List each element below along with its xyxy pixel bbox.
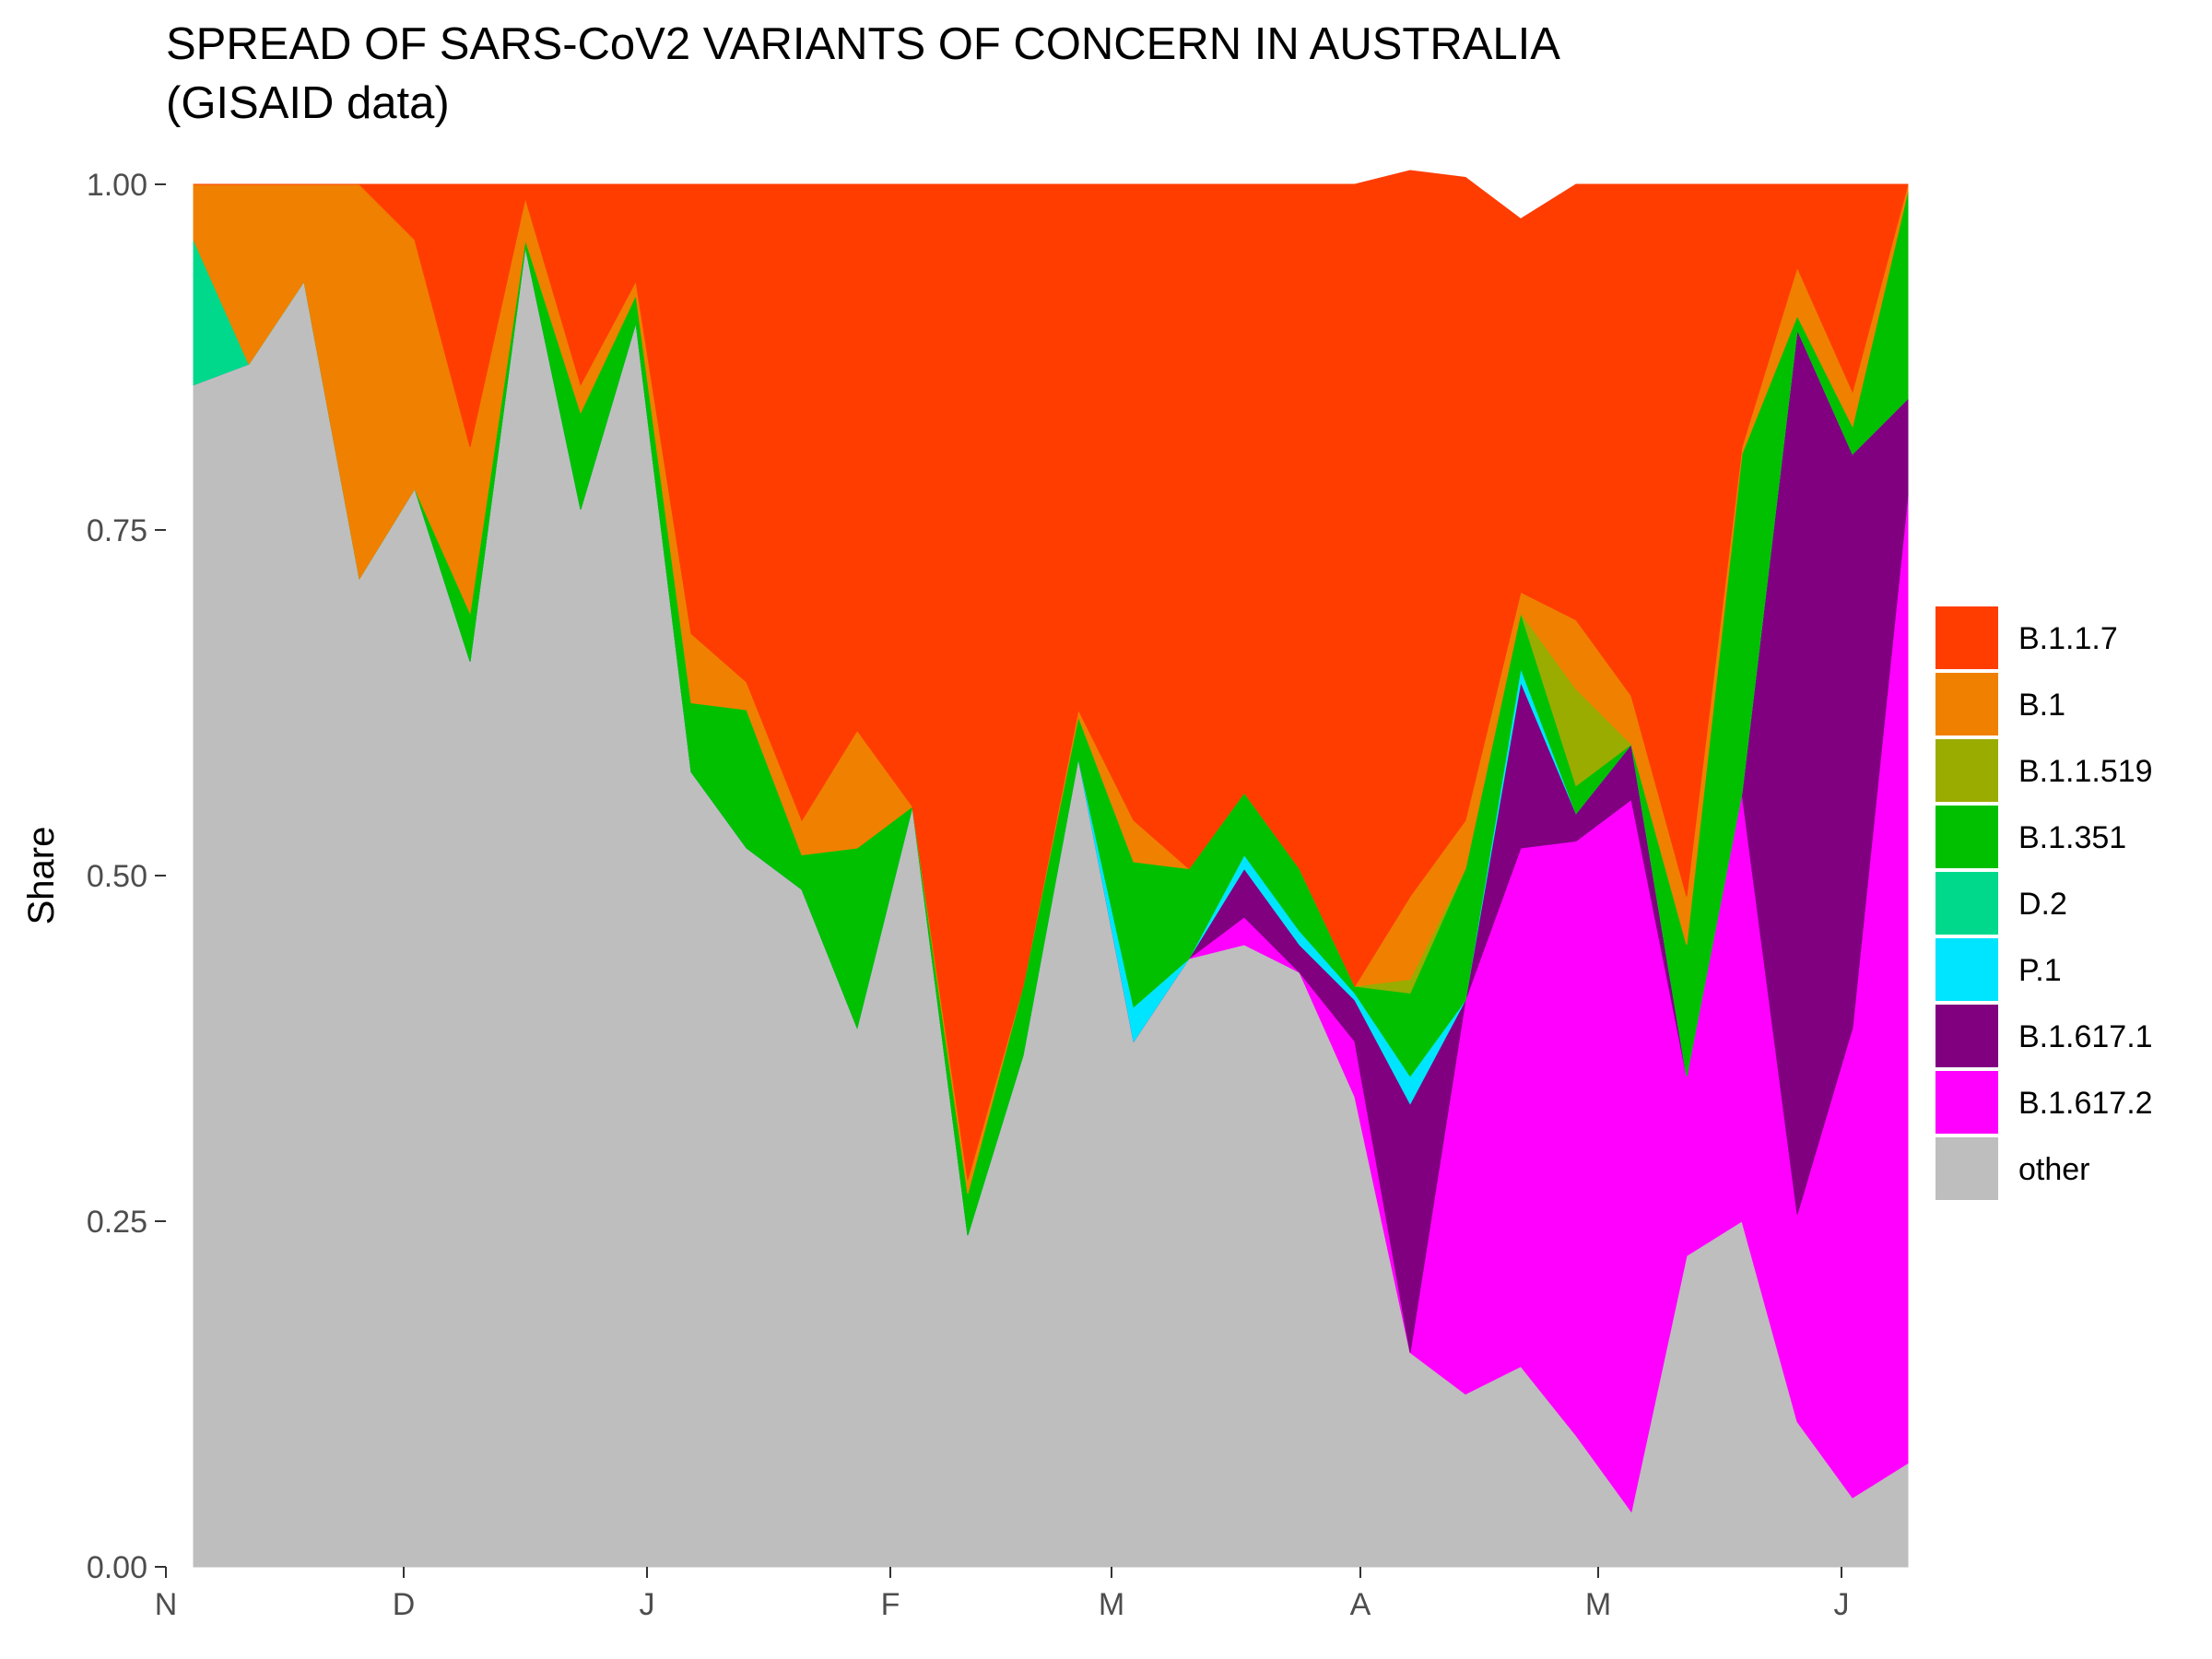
legend-key-b-1-1-7 (1936, 606, 1998, 669)
legend-label-b-1-617-1: B.1.617.1 (2018, 1019, 2153, 1054)
legend-key-b-1-1-519 (1936, 739, 1998, 802)
x-tick-label: M (1099, 1587, 1124, 1622)
area-b-1-1-7 (194, 170, 1909, 1181)
x-tick-label: D (393, 1587, 416, 1622)
legend-key-b-1 (1936, 673, 1998, 735)
legend-label-d-2: D.2 (2018, 887, 2067, 922)
chart-title-line-1: SPREAD OF SARS-CoV2 VARIANTS OF CONCERN … (166, 19, 1560, 69)
x-tick-label: F (881, 1587, 900, 1622)
x-tick-label: A (1350, 1587, 1371, 1622)
y-tick-label: 1.00 (87, 168, 147, 203)
y-axis: 0.00 0.25 0.50 0.75 1.00 (87, 168, 166, 1585)
legend-label-p-1: P.1 (2018, 953, 2062, 988)
y-tick-label: 0.00 (87, 1550, 147, 1585)
legend-key-b-1-617-1 (1936, 1005, 1998, 1067)
y-tick-label: 0.25 (87, 1205, 147, 1240)
x-tick-label: J (1834, 1587, 1850, 1622)
legend-label-b-1-351: B.1.351 (2018, 820, 2126, 855)
legend-label-b-1-617-2: B.1.617.2 (2018, 1086, 2153, 1121)
y-axis-title: Share (21, 827, 62, 925)
legend-key-other (1936, 1137, 1998, 1200)
x-tick-label: N (155, 1587, 178, 1622)
y-tick-label: 0.50 (87, 859, 147, 894)
legend-label-b-1-1-519: B.1.1.519 (2018, 754, 2153, 789)
legend: B.1.1.7 B.1 B.1.1.519 B.1.351 D.2 P.1 B.1.617.… (1936, 606, 2153, 1200)
legend-key-b-1-617-2 (1936, 1071, 1998, 1134)
legend-key-d-2 (1936, 872, 1998, 935)
legend-key-b-1-351 (1936, 806, 1998, 868)
chart-title-line-2: (GISAID data) (166, 78, 450, 128)
legend-label-b-1: B.1 (2018, 688, 2065, 723)
legend-key-p-1 (1936, 938, 1998, 1001)
x-tick-label: M (1585, 1587, 1611, 1622)
legend-label-other: other (2018, 1152, 2090, 1187)
x-tick-label: J (640, 1587, 655, 1622)
legend-label-b-1-1-7: B.1.1.7 (2018, 621, 2118, 656)
stacked-areas (193, 170, 1909, 1568)
y-tick-label: 0.75 (87, 513, 147, 548)
